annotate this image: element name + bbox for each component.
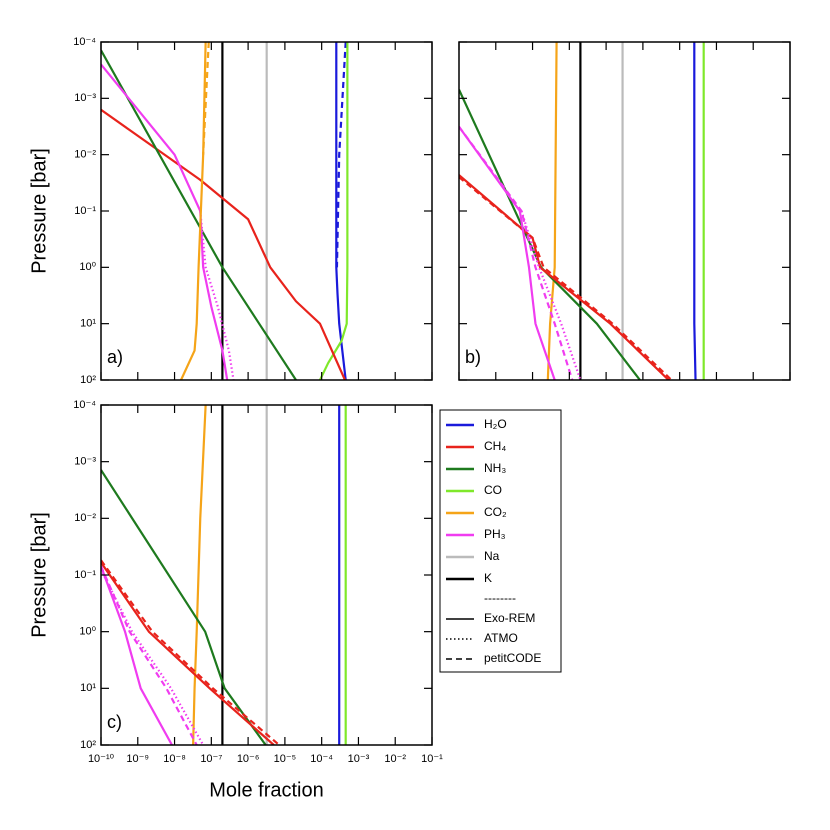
legend-label: petitCODE: [484, 651, 541, 665]
profile-line: [199, 210, 235, 380]
y-axis-title: Pressure [bar]: [28, 512, 50, 638]
y-tick-label: 10⁻¹: [74, 569, 96, 581]
x-tick-label: 10⁻²: [384, 753, 406, 765]
series-group: [101, 42, 349, 380]
legend: H₂O CH₄ NH₃ CO CO₂ PH₃ Na K -------- Exo-REM ATMO p…: [439, 409, 562, 673]
profile-line: [101, 469, 267, 745]
panel: 10⁻¹⁰ 10⁻⁹ 10⁻⁸ 10⁻⁷ 10⁻⁶ 10⁻⁵ 10⁻⁴ 10⁻³ 10⁻² 10⁻…: [28, 399, 443, 801]
series-group: [101, 405, 347, 745]
profile-line: [520, 210, 582, 380]
profile-line: [335, 42, 347, 380]
panel-label: b): [465, 347, 481, 367]
legend-box: [439, 409, 562, 673]
x-tick-label: 10⁻³: [348, 753, 370, 765]
legend-label: Exo-REM: [484, 611, 535, 625]
x-tick-label: 10⁻⁵: [274, 753, 297, 765]
legend-label: PH₃: [484, 527, 506, 541]
legend-label: ATMO: [484, 631, 518, 645]
y-tick-label: 10⁻²: [74, 149, 96, 161]
legend-label: K: [484, 571, 492, 585]
legend-separator: --------: [484, 591, 516, 605]
profile-line: [693, 42, 697, 380]
y-tick-label: 10⁰: [79, 626, 96, 638]
x-tick-label: 10⁻¹⁰: [88, 753, 115, 765]
legend-label: CH₄: [484, 439, 506, 453]
legend-label: Na: [484, 549, 500, 563]
profile-line: [459, 174, 670, 380]
profile-line: [318, 42, 349, 380]
x-tick-label: 10⁻⁸: [163, 753, 186, 765]
legend-label: NH₃: [484, 461, 506, 475]
profile-line: [101, 63, 229, 380]
legend-label: CO₂: [484, 505, 507, 519]
y-tick-label: 10²: [80, 374, 96, 386]
y-tick-label: 10⁰: [79, 261, 96, 273]
panel: b): [458, 41, 791, 381]
profile-line: [180, 42, 207, 380]
profile-line: [546, 42, 558, 380]
panel: 10⁻⁴ 10⁻³ 10⁻² 10⁻¹ 10⁰ 10¹ 10² a) Pressure [bar…: [28, 36, 433, 386]
profile-line: [459, 89, 641, 380]
y-tick-label: 10⁻⁴: [73, 36, 96, 48]
profile-line: [192, 405, 207, 745]
x-axis-title: Mole fraction: [209, 779, 324, 801]
legend-label: H₂O: [484, 417, 507, 431]
y-tick-label: 10²: [80, 739, 96, 751]
profile-line: [101, 108, 346, 380]
y-tick-label: 10⁻³: [74, 92, 96, 104]
plot-frame: [458, 41, 791, 381]
y-tick-label: 10⁻¹: [74, 205, 96, 217]
profile-line: [335, 42, 347, 268]
profile-line: [101, 565, 173, 745]
profile-line: [202, 42, 210, 155]
y-tick-label: 10⁻²: [74, 512, 96, 524]
y-axis-title: Pressure [bar]: [28, 148, 50, 274]
y-tick-label: 10⁻³: [74, 456, 96, 468]
profile-line: [101, 561, 275, 745]
panel-label: c): [107, 712, 122, 732]
profile-line: [459, 176, 673, 380]
series-group: [459, 42, 705, 380]
y-tick-label: 10⁻⁴: [73, 399, 96, 411]
y-tick-label: 10¹: [80, 318, 96, 330]
legend-label: CO: [484, 483, 502, 497]
x-tick-label: 10⁻⁹: [126, 753, 149, 765]
x-tick-label: 10⁻⁶: [237, 753, 260, 765]
x-tick-label: 10⁻⁴: [310, 753, 333, 765]
x-tick-label: 10⁻⁷: [200, 753, 222, 765]
profile-line: [459, 126, 574, 380]
x-tick-label: 10⁻¹: [421, 753, 443, 765]
profile-line: [101, 559, 280, 745]
y-tick-label: 10¹: [80, 682, 96, 694]
panel-label: a): [107, 347, 123, 367]
profile-line: [101, 49, 297, 380]
profile-line: [459, 126, 556, 380]
